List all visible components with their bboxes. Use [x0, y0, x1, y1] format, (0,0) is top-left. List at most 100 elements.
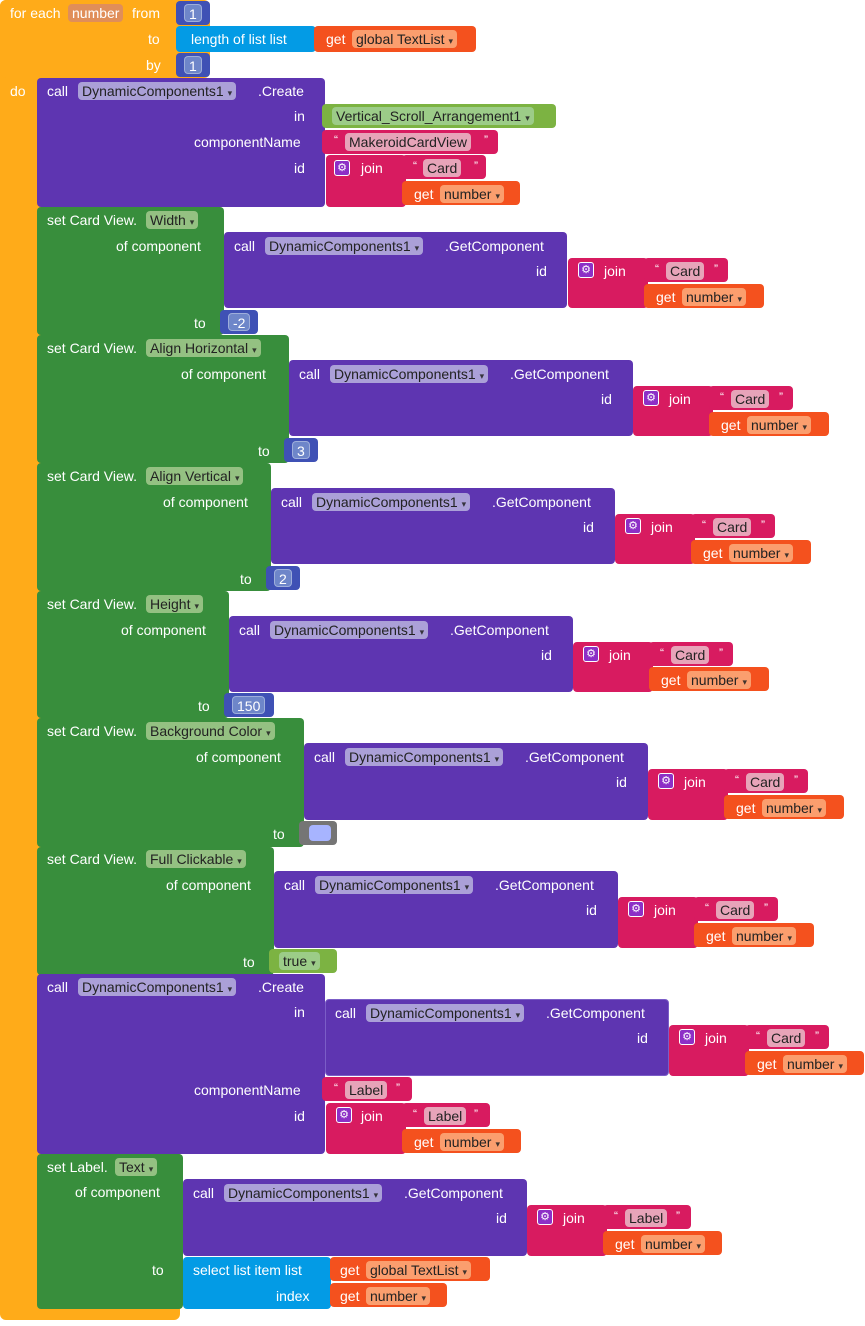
number-variable-field[interactable]: number ▾ — [783, 1055, 847, 1073]
property-field[interactable]: Background Color ▾ — [146, 722, 275, 740]
for-each-label: for each — [10, 5, 61, 21]
gear-icon[interactable]: ⚙ — [625, 518, 641, 534]
boolean-value-field[interactable]: true ▾ — [279, 952, 320, 970]
color-swatch[interactable] — [309, 825, 331, 841]
call-label: call — [47, 83, 69, 99]
number-variable-field[interactable]: number ▾ — [762, 799, 826, 817]
set-label-label: set Label. — [47, 1159, 108, 1175]
get-component-label: .GetComponent — [450, 622, 549, 638]
dynamic-component-field[interactable]: DynamicComponents1 ▾ — [78, 978, 237, 996]
property-field[interactable]: Text ▾ — [115, 1158, 158, 1176]
join-label: join — [609, 647, 631, 663]
from-label: from — [132, 5, 160, 21]
number-variable-field[interactable]: number ▾ — [440, 185, 504, 203]
get-component-label: .GetComponent — [495, 877, 594, 893]
number-variable-field[interactable]: number ▾ — [732, 927, 796, 945]
open-quote: “ — [614, 1209, 618, 1223]
property-field[interactable]: Align Vertical ▾ — [146, 467, 244, 485]
join-label: join — [361, 1108, 383, 1124]
card-text[interactable]: Card — [671, 646, 710, 664]
dynamic-component-field[interactable]: DynamicComponents1 ▾ — [224, 1184, 383, 1202]
create-label-block[interactable] — [37, 974, 325, 1154]
of-component-label: of component — [163, 494, 248, 510]
dynamic-component-field[interactable]: DynamicComponents1 ▾ — [312, 493, 471, 511]
property-field[interactable]: Width ▾ — [146, 211, 199, 229]
open-quote: “ — [702, 518, 706, 532]
get-label: get — [414, 1134, 434, 1150]
id-label: id — [586, 902, 597, 918]
open-quote: “ — [334, 133, 338, 147]
gear-icon[interactable]: ⚙ — [658, 773, 674, 789]
set-card-view-label: set Card View. — [47, 596, 138, 612]
dynamic-component-field[interactable]: DynamicComponents1 ▾ — [78, 82, 237, 100]
gear-icon[interactable]: ⚙ — [336, 1107, 352, 1123]
card-text[interactable]: Card — [666, 262, 705, 280]
dynamic-component-field[interactable]: DynamicComponents1 ▾ — [330, 365, 489, 383]
get-label: get — [326, 31, 346, 47]
number-variable-field[interactable]: number ▾ — [729, 544, 793, 562]
number-variable-field[interactable]: number ▾ — [682, 288, 746, 306]
label-text[interactable]: Label — [625, 1209, 668, 1227]
card-text[interactable]: Card — [746, 773, 785, 791]
gear-icon[interactable]: ⚙ — [679, 1029, 695, 1045]
index-label: index — [276, 1288, 310, 1304]
property-field[interactable]: Align Horizontal ▾ — [146, 339, 261, 357]
join-label: join — [654, 902, 676, 918]
close-quote: ” — [794, 773, 798, 787]
dynamic-component-field[interactable]: DynamicComponents1 ▾ — [265, 237, 424, 255]
card-text[interactable]: Card — [731, 390, 770, 408]
get-component-label: .GetComponent — [404, 1185, 503, 1201]
open-quote: “ — [334, 1081, 338, 1095]
call-label: call — [234, 238, 256, 254]
number-value[interactable]: 150 — [232, 696, 266, 714]
select-list-item-block[interactable] — [183, 1257, 331, 1309]
property-field[interactable]: Full Clickable ▾ — [146, 850, 246, 868]
arrangement-component-field[interactable]: Vertical_Scroll_Arrangement1 ▾ — [332, 107, 534, 125]
gear-icon[interactable]: ⚙ — [578, 262, 594, 278]
set-card-full-clickable-block[interactable] — [37, 847, 274, 975]
global-list-field[interactable]: global TextList ▾ — [366, 1261, 471, 1279]
id-label: id — [294, 1108, 305, 1124]
property-field[interactable]: Height ▾ — [146, 595, 203, 613]
number-variable-field[interactable]: number ▾ — [440, 1133, 504, 1151]
call-label: call — [239, 622, 261, 638]
dynamic-component-field[interactable]: DynamicComponents1 ▾ — [315, 876, 474, 894]
number-variable-field[interactable]: number ▾ — [366, 1287, 430, 1305]
card-text[interactable]: Card — [716, 901, 755, 919]
by-number-value[interactable]: 1 — [184, 56, 202, 74]
gear-icon[interactable]: ⚙ — [643, 390, 659, 406]
from-number-value[interactable]: 1 — [184, 4, 202, 22]
card-text[interactable]: Card — [767, 1029, 806, 1047]
component-name-text[interactable]: MakeroidCardView — [345, 133, 472, 151]
number-variable-field[interactable]: number ▾ — [641, 1235, 705, 1253]
set-label-text-block[interactable] — [37, 1154, 183, 1309]
dynamic-component-field[interactable]: DynamicComponents1 ▾ — [345, 748, 504, 766]
card-text[interactable]: Card — [423, 159, 462, 177]
join-label: join — [563, 1210, 585, 1226]
number-value[interactable]: -2 — [228, 313, 251, 331]
global-list-field[interactable]: global TextList ▾ — [352, 30, 457, 48]
gear-icon[interactable]: ⚙ — [583, 646, 599, 662]
gear-icon[interactable]: ⚙ — [334, 160, 350, 176]
get-label: get — [757, 1056, 777, 1072]
label-text[interactable]: Label — [424, 1107, 467, 1125]
number-variable-field[interactable]: number ▾ — [687, 671, 751, 689]
dynamic-component-field[interactable]: DynamicComponents1 ▾ — [270, 621, 429, 639]
to-label: to — [198, 698, 210, 714]
join-label: join — [669, 391, 691, 407]
label-text[interactable]: Label — [345, 1081, 388, 1099]
call-label: call — [47, 979, 69, 995]
number-value[interactable]: 2 — [274, 569, 292, 587]
get-label: get — [661, 672, 681, 688]
gear-icon[interactable]: ⚙ — [628, 901, 644, 917]
get-label: get — [721, 417, 741, 433]
dynamic-component-field[interactable]: DynamicComponents1 ▾ — [366, 1004, 525, 1022]
card-text[interactable]: Card — [713, 518, 752, 536]
number-variable-field[interactable]: number ▾ — [747, 416, 811, 434]
get-label: get — [656, 289, 676, 305]
length-of-list-block[interactable] — [176, 26, 316, 52]
get-component-label: .GetComponent — [546, 1005, 645, 1021]
loop-variable-field[interactable]: number — [68, 4, 124, 22]
gear-icon[interactable]: ⚙ — [537, 1209, 553, 1225]
number-value[interactable]: 3 — [292, 441, 310, 459]
